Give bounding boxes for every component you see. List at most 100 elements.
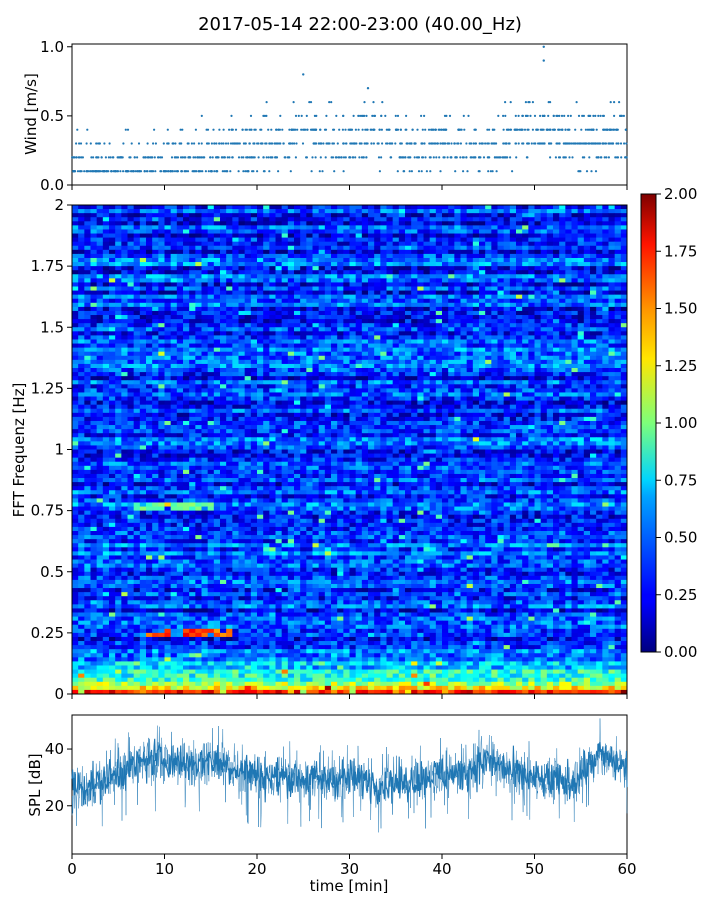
spectrogram-cell xyxy=(324,270,332,275)
spectrogram-cell xyxy=(84,298,91,304)
spectrogram-cell xyxy=(146,241,153,247)
spectrogram-cell xyxy=(84,372,91,377)
spectrogram-cell xyxy=(435,266,443,271)
spectrogram-cell xyxy=(257,351,264,357)
wind-point xyxy=(602,114,606,117)
spectrogram-cell xyxy=(374,376,381,381)
spectrogram-cell xyxy=(170,310,178,316)
spectrogram-cell xyxy=(516,229,523,234)
spectrogram-cell xyxy=(491,290,498,296)
wind-point xyxy=(574,128,577,131)
spectrogram-cell xyxy=(213,262,221,267)
spectrogram-cell xyxy=(294,229,301,234)
wind-point xyxy=(558,128,562,131)
spectrogram-cell xyxy=(183,302,190,308)
spectrogram-cell xyxy=(392,331,400,336)
spectrogram-cell xyxy=(374,298,381,304)
spectrogram-cell xyxy=(102,249,110,255)
spectrogram-cell xyxy=(460,241,468,247)
spectrogram-cell xyxy=(226,233,233,239)
spectrogram-cell xyxy=(472,225,480,230)
spectrogram-cell xyxy=(583,310,591,316)
spectrogram-cell xyxy=(300,327,307,332)
spectrogram-cell xyxy=(565,302,572,308)
spectrogram-cell xyxy=(306,274,313,279)
spectrogram-cell xyxy=(546,315,554,320)
spectrogram-cell xyxy=(263,266,270,271)
spectrogram-cell xyxy=(183,343,190,349)
spectrogram-cell xyxy=(164,319,172,324)
spectrogram-cell xyxy=(337,209,344,214)
spectrogram-cell xyxy=(84,205,91,210)
spectrogram-cell xyxy=(121,225,128,230)
spectrogram-cell xyxy=(176,217,184,222)
spectrogram-cell xyxy=(72,205,79,210)
spectrogram-cell xyxy=(294,213,301,218)
spectrogram-cell xyxy=(565,294,572,300)
spectrogram-cell xyxy=(337,363,344,369)
spectrogram-cell xyxy=(380,241,387,247)
spectrogram-cell xyxy=(164,217,172,222)
wind-point xyxy=(613,114,616,117)
spectrogram-cell xyxy=(275,302,283,308)
spectrogram-cell xyxy=(442,229,449,234)
spectrogram-cell xyxy=(516,274,523,279)
spectrogram-cell xyxy=(374,294,381,300)
spectrogram-cell xyxy=(423,355,431,361)
spectrogram-cell xyxy=(257,302,264,308)
spectrogram-cell xyxy=(448,294,455,300)
spectrogram-cell xyxy=(405,213,412,218)
spectrogram-cell xyxy=(183,310,190,316)
spectrogram-cell xyxy=(435,335,443,340)
spectrogram-cell xyxy=(318,278,326,283)
spectrogram-cell xyxy=(207,363,215,369)
spectrogram-cell xyxy=(121,205,128,210)
spectrogram-cell xyxy=(448,351,455,357)
spectrogram-cell xyxy=(398,221,406,226)
wind-point xyxy=(237,142,240,145)
wind-x-ticks xyxy=(71,185,628,190)
spectrogram-cell xyxy=(263,368,270,373)
spectrogram-cell xyxy=(281,298,289,304)
spectrogram-cell xyxy=(257,229,264,234)
spectrogram-cell xyxy=(158,323,165,328)
wind-point xyxy=(552,114,555,117)
spectrogram-cell xyxy=(300,319,307,324)
spectrogram-cell xyxy=(281,315,289,320)
spectrogram-cell xyxy=(503,294,511,300)
spectrogram-cell xyxy=(497,257,505,263)
spectrogram-cell xyxy=(516,249,523,255)
spectrogram-cell xyxy=(620,278,628,283)
spectrogram-cell xyxy=(133,319,141,324)
spectrogram-cell xyxy=(102,241,110,247)
spectrogram-cell xyxy=(559,233,566,239)
spectrogram-cell xyxy=(213,315,221,320)
spectrogram-cell xyxy=(331,237,338,243)
spectrogram-cell xyxy=(417,266,424,271)
spectrogram-cell xyxy=(374,359,381,365)
spectrogram-cell xyxy=(294,253,301,259)
spectrogram-cell xyxy=(429,229,437,234)
spectrogram-cell xyxy=(275,368,283,373)
spectrogram-cell xyxy=(164,229,172,234)
wind-point xyxy=(306,128,309,131)
wind-point xyxy=(282,142,285,145)
wind-point xyxy=(365,142,368,145)
spectrogram-cell xyxy=(183,335,190,340)
spectrogram-cell xyxy=(269,327,276,332)
spectrogram-cell xyxy=(503,315,511,320)
spectrogram-cell xyxy=(127,270,135,275)
wind-point xyxy=(495,156,498,159)
spectrogram-cell xyxy=(614,241,622,247)
wind-point xyxy=(570,142,573,145)
spectrogram-cell xyxy=(281,319,289,324)
spectrogram-cell xyxy=(466,253,474,259)
spectrogram-cell xyxy=(509,351,517,357)
spectrogram-cell xyxy=(571,262,579,267)
wind-point xyxy=(269,156,272,159)
spectrogram-cell xyxy=(102,217,110,222)
spectrogram-cell xyxy=(553,327,560,332)
spectrogram-cell xyxy=(244,241,252,247)
spectrogram-cell xyxy=(479,241,486,247)
spectrogram-cell xyxy=(238,359,246,365)
